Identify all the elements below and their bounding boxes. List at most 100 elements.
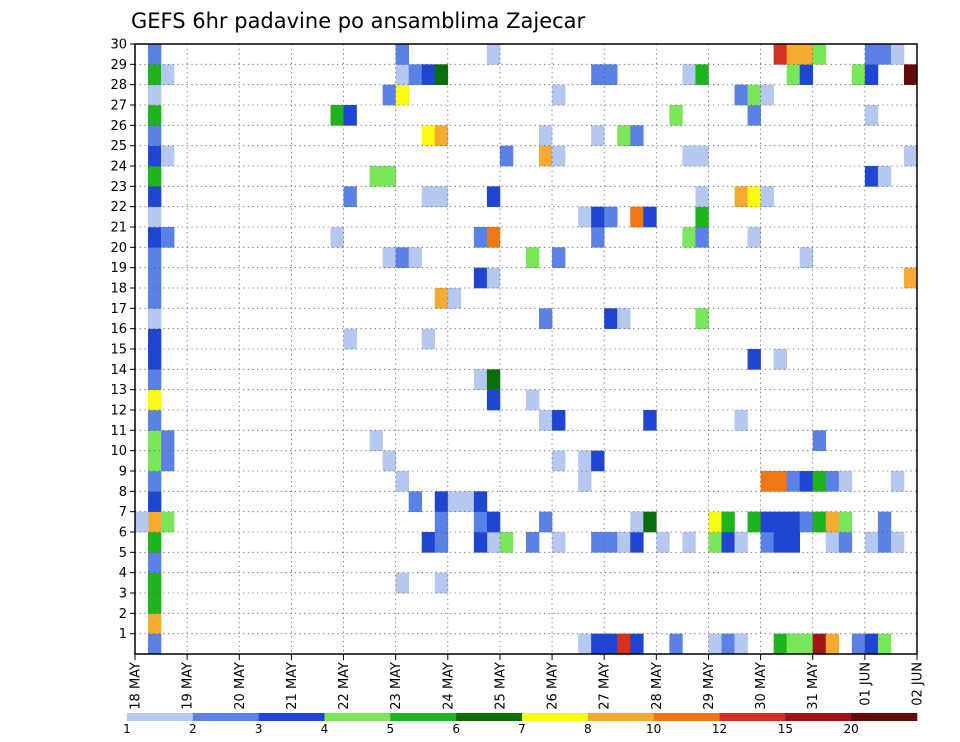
heatmap-cell	[382, 450, 396, 472]
heatmap-cell	[890, 532, 905, 553]
heatmap-cell	[643, 410, 657, 431]
heatmap-cell	[526, 247, 540, 268]
colorbar-segment	[324, 713, 391, 721]
heatmap-cell	[421, 532, 436, 553]
colorbar-segment	[258, 713, 325, 721]
heatmap-cell	[148, 430, 162, 451]
heatmap-cell	[682, 64, 696, 85]
heatmap-cell	[434, 186, 449, 207]
heatmap-cell	[734, 532, 748, 553]
heatmap-cell	[682, 145, 696, 167]
heatmap-cell	[903, 145, 918, 167]
heatmap-cell	[760, 186, 774, 207]
heatmap-cell	[721, 511, 735, 533]
colorbar-label: 7	[518, 722, 526, 736]
x-tick-label: 01 JUN	[858, 662, 873, 706]
heatmap-cell	[669, 633, 683, 655]
heatmap-cell	[421, 328, 436, 350]
heatmap-cell	[148, 552, 162, 573]
heatmap-cell	[617, 633, 631, 655]
y-tick-label: 10	[110, 444, 127, 459]
x-tick-label: 18 MAY	[129, 662, 144, 710]
heatmap-cell	[434, 572, 449, 594]
heatmap-cell	[330, 105, 344, 126]
heatmap-cell	[877, 166, 892, 187]
heatmap-cell	[161, 145, 175, 167]
heatmap-cell	[148, 593, 162, 614]
heatmap-cell	[825, 471, 840, 492]
heatmap-cell	[773, 471, 787, 492]
heatmap-cell	[695, 308, 709, 329]
heatmap-cell	[486, 227, 501, 248]
colorbar-label: 8	[584, 722, 592, 736]
x-tick-label: 23 MAY	[389, 662, 404, 710]
colorbar-label: 5	[387, 722, 395, 736]
colorbar-label: 6	[452, 722, 460, 736]
heatmap-cell	[499, 532, 514, 553]
heatmap-cell	[499, 145, 514, 167]
heatmap-cell	[148, 369, 162, 390]
heatmap-cell	[395, 247, 409, 268]
y-tick-label: 5	[119, 546, 127, 561]
colorbar-segment	[522, 713, 589, 721]
heatmap-cell	[434, 64, 449, 85]
colorbar-label: 3	[255, 722, 263, 736]
heatmap-cell	[630, 511, 644, 533]
heatmap-cell	[148, 511, 162, 533]
colorbar-segment	[390, 713, 457, 721]
heatmap-cell	[630, 633, 644, 655]
heatmap-cell	[552, 410, 566, 431]
heatmap-cell	[591, 206, 605, 228]
heatmap-cell	[539, 511, 553, 533]
y-tick-label: 3	[119, 587, 127, 602]
heatmap-cell	[148, 186, 162, 207]
x-tick-label: 25 MAY	[493, 662, 508, 710]
heatmap-cell	[421, 186, 436, 207]
heatmap-cell	[773, 511, 787, 533]
heatmap-cell	[343, 186, 357, 207]
heatmap-cell	[604, 532, 618, 553]
heatmap-cell	[148, 84, 162, 106]
heatmap-cell	[604, 633, 618, 655]
heatmap-cell	[890, 44, 905, 65]
heatmap-cell	[486, 186, 501, 207]
heatmap-cell	[148, 572, 162, 594]
heatmap-cell	[473, 369, 488, 390]
heatmap-cell	[721, 532, 735, 553]
heatmap-cell	[903, 267, 918, 289]
x-tick-label: 02 JUN	[911, 662, 926, 706]
heatmap-cell	[786, 511, 800, 533]
heatmap-cell	[708, 532, 722, 553]
heatmap-cell	[486, 44, 501, 65]
heatmap-cell	[148, 349, 162, 370]
heatmap-cell	[617, 125, 631, 146]
y-tick-label: 17	[110, 302, 127, 317]
heatmap-cell	[864, 166, 879, 187]
y-tick-label: 24	[110, 160, 127, 175]
heatmap-cell	[773, 532, 787, 553]
colorbar-segment	[785, 713, 852, 721]
heatmap-cell	[877, 532, 892, 553]
heatmap-cell	[695, 186, 709, 207]
heatmap-cell	[552, 84, 566, 106]
y-tick-label: 18	[110, 282, 127, 297]
heatmap-cell	[747, 105, 761, 126]
heatmap-cell	[330, 227, 344, 248]
heatmap-cell	[148, 145, 162, 167]
colorbar-segment	[851, 713, 918, 721]
x-tick-label: 24 MAY	[441, 662, 456, 710]
heatmap-cell	[669, 105, 683, 126]
heatmap-cell	[552, 247, 566, 268]
heatmap-cell	[760, 84, 774, 106]
y-tick-label: 16	[110, 322, 127, 337]
heatmap-cell	[812, 633, 827, 655]
colorbar-segment	[587, 713, 654, 721]
heatmap-cell	[799, 511, 814, 533]
heatmap-cell	[148, 491, 162, 512]
heatmap-cell	[395, 572, 409, 594]
heatmap-cell	[812, 471, 827, 492]
colorbar-label: 12	[712, 722, 727, 736]
y-tick-label: 2	[119, 607, 127, 622]
heatmap-cell	[760, 532, 774, 553]
